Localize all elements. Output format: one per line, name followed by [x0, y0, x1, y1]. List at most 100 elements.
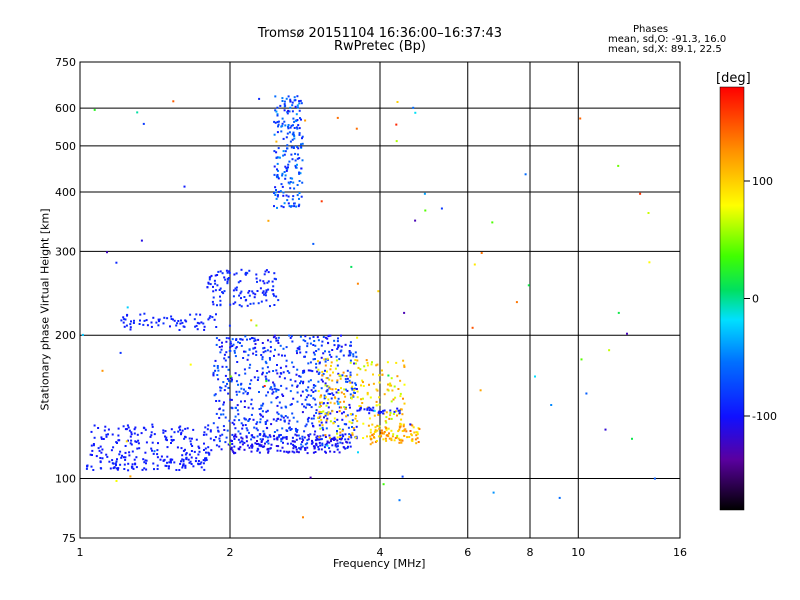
data-point	[358, 409, 361, 412]
data-point	[315, 362, 318, 365]
data-point	[244, 272, 247, 275]
data-point	[324, 358, 327, 361]
data-point	[289, 336, 292, 339]
data-point	[255, 277, 258, 280]
data-point	[296, 119, 299, 121]
data-point	[344, 388, 347, 391]
data-point	[143, 467, 146, 470]
data-point	[296, 400, 299, 403]
data-point	[347, 438, 350, 441]
data-point	[311, 441, 314, 444]
data-point	[234, 415, 237, 418]
data-point	[272, 381, 275, 384]
data-point	[333, 344, 336, 347]
data-point	[171, 439, 174, 442]
data-point	[156, 468, 159, 470]
data-point	[251, 290, 254, 293]
data-point	[99, 445, 102, 448]
data-point	[280, 440, 283, 443]
y-tick-label: 200	[55, 329, 76, 342]
data-point	[332, 394, 335, 396]
data-point	[343, 423, 346, 426]
data-point	[181, 466, 184, 469]
data-point	[273, 354, 275, 357]
data-point	[287, 163, 290, 166]
data-point	[231, 407, 234, 410]
data-point	[378, 381, 381, 384]
data-point	[265, 372, 268, 375]
data-point	[288, 205, 291, 208]
data-point	[280, 130, 283, 133]
data-point	[296, 104, 299, 107]
data-point	[349, 374, 352, 377]
data-point	[330, 364, 332, 367]
data-point	[143, 461, 146, 464]
data-point	[314, 344, 317, 347]
data-point	[278, 401, 281, 404]
data-point	[159, 458, 162, 461]
data-point	[292, 181, 295, 184]
data-point	[276, 364, 278, 366]
data-point	[300, 195, 303, 198]
data-point	[296, 384, 299, 387]
data-point	[202, 459, 205, 462]
data-point	[268, 434, 271, 437]
data-point	[333, 450, 336, 453]
data-point	[301, 159, 304, 162]
data-point	[116, 468, 119, 471]
data-point	[308, 404, 311, 406]
data-point	[203, 442, 205, 445]
data-point	[233, 349, 236, 352]
data-point	[293, 135, 296, 137]
data-point	[216, 304, 218, 307]
data-point	[189, 313, 192, 316]
x-tick-labels: 1 2 4 6 8 10 16	[77, 546, 688, 559]
data-point	[342, 371, 345, 374]
data-point	[214, 274, 217, 277]
data-point	[150, 447, 153, 450]
data-point	[210, 274, 213, 277]
data-point	[317, 373, 320, 375]
data-point	[143, 312, 146, 315]
data-point	[257, 338, 260, 341]
data-point	[233, 435, 235, 438]
data-point	[259, 438, 262, 441]
data-point	[297, 124, 300, 127]
data-point	[355, 414, 357, 417]
data-point	[239, 280, 242, 283]
data-point	[275, 397, 278, 400]
data-point	[301, 142, 304, 145]
data-point	[93, 108, 96, 111]
data-point	[228, 270, 231, 273]
data-point	[246, 338, 248, 341]
data-point	[138, 323, 141, 325]
data-point	[275, 295, 278, 298]
data-point	[349, 406, 351, 409]
data-point	[326, 444, 329, 447]
data-point	[336, 439, 339, 442]
data-point	[266, 419, 269, 422]
data-point	[243, 368, 246, 371]
data-point	[353, 389, 356, 392]
data-point	[312, 451, 315, 454]
data-point	[342, 411, 345, 414]
data-point	[309, 433, 312, 436]
grid-lines	[80, 62, 680, 538]
data-point	[305, 388, 308, 391]
data-point	[234, 433, 237, 436]
data-point	[203, 328, 206, 331]
x-tick-label: 16	[673, 546, 687, 559]
data-point	[229, 340, 232, 343]
data-point	[300, 446, 303, 449]
data-point	[362, 385, 365, 387]
data-point	[284, 165, 287, 168]
data-point	[265, 410, 268, 413]
data-point	[373, 409, 376, 412]
data-point	[115, 467, 118, 470]
data-point	[368, 406, 371, 409]
data-point	[319, 396, 322, 399]
data-point	[136, 111, 139, 114]
data-point	[290, 124, 293, 127]
data-point	[376, 363, 379, 366]
data-point	[312, 242, 315, 245]
